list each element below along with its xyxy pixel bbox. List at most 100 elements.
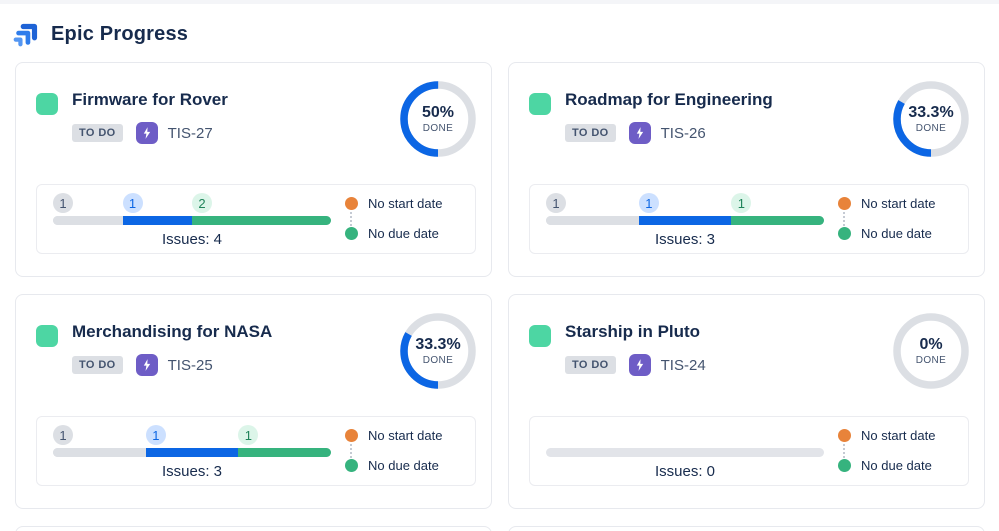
status-badge: TO DO (72, 356, 123, 375)
date-connector-line (350, 444, 352, 458)
percent-done-value: 33.3% (908, 104, 954, 122)
progress-bar (546, 448, 824, 457)
progress-segment-done (731, 216, 824, 225)
progress-panel: 1 1 1 Issues: 3 No start date No due date (529, 184, 969, 254)
progress-donut: 33.3% DONE (893, 81, 969, 157)
epic-card-stub (15, 526, 492, 531)
status-badge: TO DO (565, 356, 616, 375)
no-start-date-label: No start date (368, 196, 443, 211)
progress-segment-inprogress (145, 448, 239, 457)
progress-panel: 1 1 1 Issues: 3 No start date No due date (36, 416, 476, 486)
progress-bar (546, 216, 824, 225)
count-bubble-done: 1 (731, 193, 752, 213)
progress-segment-done (238, 448, 331, 457)
epic-card[interactable]: Starship in Pluto TO DO TIS-24 (508, 294, 985, 509)
progress-panel: Issues: 0 No start date No due date (529, 416, 969, 486)
epic-cards-grid: Firmware for Rover TO DO TIS-27 (0, 62, 999, 531)
progress-segment-todo (53, 216, 123, 225)
epic-color-swatch (36, 93, 58, 115)
no-due-date-label: No due date (368, 458, 439, 473)
done-caption: DONE (915, 354, 947, 366)
date-connector-line (843, 212, 845, 226)
issue-key-link[interactable]: TIS-25 (167, 356, 213, 374)
count-bubble-todo: 1 (53, 425, 73, 445)
issue-key-link[interactable]: TIS-26 (660, 124, 706, 142)
epic-title-link[interactable]: Firmware for Rover (72, 90, 228, 109)
percent-done-value: 50% (421, 104, 455, 122)
bubble-row: 1 1 1 (53, 425, 331, 446)
start-date-dot (838, 197, 851, 210)
dates-column: No start date No due date (838, 425, 956, 477)
progress-segment-done (192, 216, 331, 225)
issues-count: Issues: 3 (654, 231, 716, 248)
progress-segment-inprogress (122, 216, 192, 225)
done-caption: DONE (422, 354, 454, 366)
progress-bar (53, 448, 331, 457)
no-due-date-label: No due date (368, 226, 439, 241)
due-date-dot (838, 459, 851, 472)
bubble-row: 1 1 2 (53, 193, 331, 214)
status-badge: TO DO (565, 124, 616, 143)
percent-done-value: 33.3% (415, 336, 461, 354)
epic-type-icon (135, 354, 158, 377)
dates-column: No start date No due date (838, 193, 956, 245)
no-start-date-label: No start date (368, 428, 443, 443)
count-bubble-inprogress: 1 (122, 193, 143, 213)
epic-card-stub (508, 526, 985, 531)
gadget-header: Epic Progress (0, 4, 999, 62)
dates-column: No start date No due date (345, 425, 463, 477)
date-connector-line (350, 212, 352, 226)
bubble-row (546, 425, 824, 446)
epic-color-swatch (529, 93, 551, 115)
epic-card[interactable]: Roadmap for Engineering TO DO TIS-26 (508, 62, 985, 277)
epic-color-swatch (36, 325, 58, 347)
due-date-dot (345, 227, 358, 240)
no-due-date-label: No due date (861, 226, 932, 241)
issue-key-link[interactable]: TIS-27 (167, 124, 213, 142)
no-start-date-label: No start date (861, 196, 936, 211)
no-start-date-label: No start date (861, 428, 936, 443)
count-bubble-todo: 1 (53, 193, 73, 213)
status-badge: TO DO (72, 124, 123, 143)
progress-donut: 0% DONE (893, 313, 969, 389)
epic-type-icon (135, 122, 158, 145)
epic-title-link[interactable]: Roadmap for Engineering (565, 90, 773, 109)
count-bubble-done: 1 (238, 425, 259, 445)
page-title: Epic Progress (51, 22, 189, 45)
due-date-dot (345, 459, 358, 472)
epic-type-icon (628, 354, 651, 377)
date-connector-line (843, 444, 845, 458)
epic-color-swatch (529, 325, 551, 347)
epic-card[interactable]: Firmware for Rover TO DO TIS-27 (15, 62, 492, 277)
count-bubble-todo: 1 (546, 193, 566, 213)
done-caption: DONE (915, 122, 947, 134)
progress-segment-todo (53, 448, 146, 457)
issues-count: Issues: 0 (654, 463, 716, 480)
jira-logo-icon (13, 23, 38, 47)
start-date-dot (838, 429, 851, 442)
percent-done-value: 0% (919, 336, 943, 354)
issue-key-link[interactable]: TIS-24 (660, 356, 706, 374)
epic-title-link[interactable]: Merchandising for NASA (72, 322, 273, 341)
no-due-date-label: No due date (861, 458, 932, 473)
bubble-row: 1 1 1 (546, 193, 824, 214)
epic-title-link[interactable]: Starship in Pluto (565, 322, 701, 341)
window-top-strip (0, 0, 999, 4)
issues-count: Issues: 3 (161, 463, 223, 480)
epic-type-icon (628, 122, 651, 145)
done-caption: DONE (422, 122, 454, 134)
count-bubble-inprogress: 1 (145, 425, 166, 445)
start-date-dot (345, 197, 358, 210)
count-bubble-done: 2 (192, 193, 212, 213)
progress-donut: 33.3% DONE (400, 313, 476, 389)
count-bubble-inprogress: 1 (638, 193, 659, 213)
progress-segment-todo (546, 216, 639, 225)
start-date-dot (345, 429, 358, 442)
epic-card[interactable]: Merchandising for NASA TO DO TIS-25 (15, 294, 492, 509)
progress-donut: 50% DONE (400, 81, 476, 157)
issues-count: Issues: 4 (161, 231, 223, 248)
due-date-dot (838, 227, 851, 240)
progress-bar (53, 216, 331, 225)
dates-column: No start date No due date (345, 193, 463, 245)
progress-panel: 1 1 2 Issues: 4 No start date No due date (36, 184, 476, 254)
